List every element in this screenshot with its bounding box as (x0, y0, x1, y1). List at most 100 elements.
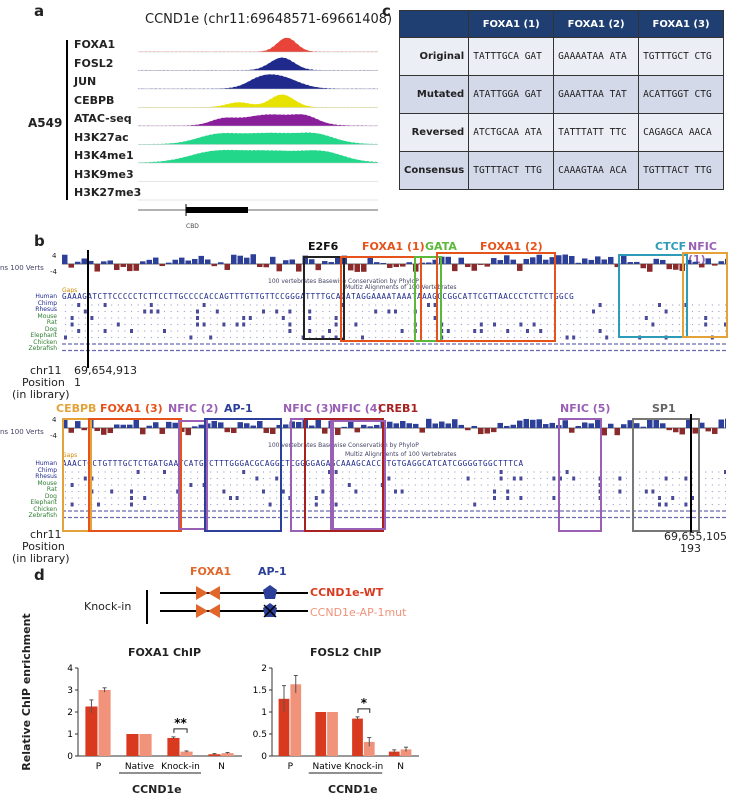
conservation-bar (692, 261, 698, 264)
alignment-match (361, 304, 364, 306)
chr-label-2: chr11 (30, 528, 62, 541)
alignment-match (546, 317, 548, 319)
alignment-match (592, 336, 595, 339)
conservation-bar (452, 419, 458, 428)
conservation-bar (367, 426, 373, 428)
alignment-match (526, 490, 529, 493)
conservation-bar (354, 428, 360, 433)
alignment-match (71, 497, 73, 499)
alignment-match (375, 490, 377, 493)
conservation-bar (471, 425, 477, 428)
alignment-match (170, 323, 172, 326)
alignment-mismatch (341, 303, 345, 307)
alignment-match (672, 323, 674, 326)
knockin-label: Knock-in (84, 600, 132, 613)
conservation-bar (562, 420, 568, 428)
table-cell: CAGAGCA AACA (638, 113, 724, 152)
alignment-match (566, 490, 568, 493)
conservation-bar (367, 255, 373, 264)
alignment-match (579, 477, 581, 480)
alignment-mismatch (658, 496, 661, 500)
alignment-match (117, 471, 119, 473)
alignment-match (711, 310, 713, 313)
alignment-match (507, 323, 509, 326)
alignment-match (348, 330, 350, 332)
alignment-mismatch (222, 322, 226, 327)
alignment-match (388, 497, 390, 499)
conservation-bar (497, 422, 503, 428)
alignment-match (678, 503, 680, 506)
alignment-match (328, 490, 331, 493)
alignment-match (196, 304, 199, 306)
alignment-match (163, 490, 166, 493)
alignment-match (474, 336, 476, 339)
alignment-match (256, 323, 258, 326)
conservation-bar (569, 255, 575, 264)
alignment-match (328, 310, 331, 313)
alignment-match (276, 484, 278, 486)
alignment-match (177, 484, 179, 486)
conservation-bar (439, 421, 445, 428)
human-sequence-1: GAAAGATCTTCCCCCTCTTCCTTGCCCCACCAGTTTGTTG… (62, 292, 575, 301)
conservation-bar (393, 423, 399, 428)
table-row: Mutated ATATTGGA GAT GAAATTAA TAT ACATTG… (398, 75, 724, 114)
alignment-match (652, 477, 654, 480)
tf-label-foxa1-3: FOXA1 (3) (100, 402, 163, 415)
alignment-match (322, 484, 324, 486)
conservation-bar (699, 264, 705, 268)
alignment-match (361, 497, 364, 499)
alignment-match (361, 471, 364, 473)
conservation-bar (523, 258, 529, 264)
alignment-match (619, 471, 621, 473)
species-label: Dog (44, 325, 57, 333)
alignment-match (408, 317, 410, 319)
conservation-bar (296, 421, 302, 428)
alignment-match (210, 503, 212, 506)
conservation-bar (192, 426, 198, 428)
alignment-match (256, 336, 258, 339)
alignment-match (256, 484, 258, 486)
alignment-match (124, 317, 126, 319)
alignment-match (467, 317, 469, 319)
alignment-match (705, 471, 707, 473)
conservation-bar (432, 259, 438, 264)
alignment-match (236, 317, 238, 319)
alignment-match (441, 484, 443, 486)
alignment-match (698, 304, 700, 306)
alignment-match (223, 336, 225, 339)
alignment-match (474, 304, 476, 306)
conservation-bar (127, 424, 133, 428)
conservation-bar (276, 424, 282, 428)
alignment-match (375, 317, 377, 319)
alignment-match (414, 503, 416, 506)
alignment-match (559, 317, 562, 319)
alignment-match (183, 497, 185, 499)
alignment-match (276, 323, 278, 326)
table-cell: GAAATTAA TAT (553, 75, 640, 114)
alignment-match (612, 503, 614, 506)
alignment-match (276, 304, 278, 306)
alignment-match (262, 323, 265, 326)
alignment-match (441, 490, 443, 493)
alignment-match (78, 477, 80, 480)
alignment-match (210, 310, 212, 313)
alignment-match (295, 304, 298, 306)
alignment-match (625, 471, 628, 473)
alignment-match (111, 477, 113, 480)
conservation-bar (322, 261, 328, 264)
conservation-bar (692, 428, 698, 434)
alignment-mismatch (598, 303, 602, 307)
alignment-match (414, 484, 416, 486)
species-label: Chicken (33, 338, 57, 346)
alignment-match (724, 484, 726, 486)
conservation-bar (309, 259, 315, 264)
alignment-match (619, 497, 621, 499)
alignment-match (705, 310, 707, 313)
alignment-mismatch (130, 489, 133, 494)
alignment-match (579, 336, 581, 339)
conservation-bar (140, 261, 146, 264)
conservation-bar (484, 428, 490, 434)
y-tick-label: 0 (67, 752, 73, 762)
alignment-match (625, 484, 628, 486)
alignment-match (592, 484, 595, 486)
